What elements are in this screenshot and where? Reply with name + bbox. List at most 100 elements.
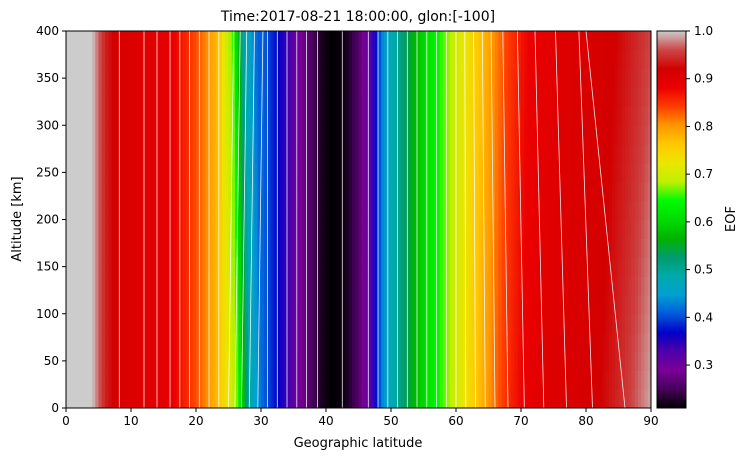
heatmap-cell xyxy=(355,106,360,126)
heatmap-cell xyxy=(563,125,568,145)
heatmap-cell xyxy=(537,125,542,145)
heatmap-cell xyxy=(443,389,447,408)
heatmap-cell xyxy=(410,162,415,183)
heatmap-cell xyxy=(140,257,145,277)
heatmap-cell xyxy=(335,31,340,51)
heatmap-cell xyxy=(420,257,425,277)
heatmap-cell xyxy=(413,351,418,371)
heatmap-cell xyxy=(296,106,301,126)
heatmap-cell xyxy=(576,125,581,145)
heatmap-cell xyxy=(114,313,119,334)
heatmap-cell xyxy=(498,162,503,183)
heatmap-cell xyxy=(514,332,519,353)
heatmap-cell xyxy=(66,181,70,202)
heatmap-cell xyxy=(638,106,642,126)
heatmap-cell xyxy=(446,332,451,353)
heatmap-cell xyxy=(157,31,161,51)
heatmap-cell xyxy=(114,294,119,315)
heatmap-cell xyxy=(121,181,126,202)
heatmap-cell xyxy=(267,351,272,371)
heatmap-cell xyxy=(553,313,558,334)
heatmap-cell xyxy=(98,219,103,239)
heatmap-cell xyxy=(641,31,646,51)
heatmap-cell xyxy=(316,181,321,202)
colorbar-tick-label: 0.8 xyxy=(694,119,713,133)
heatmap-cell xyxy=(394,276,399,296)
heatmap-cell xyxy=(157,257,161,277)
heatmap-cell xyxy=(504,49,509,70)
heatmap-cell xyxy=(563,276,568,296)
heatmap-cell xyxy=(521,200,525,221)
heatmap-cell xyxy=(566,68,571,89)
heatmap-cell xyxy=(550,351,555,371)
heatmap-cell xyxy=(322,294,327,315)
heatmap-cell xyxy=(72,313,77,334)
heatmap-cell xyxy=(170,238,174,258)
heatmap-cell xyxy=(621,31,626,51)
heatmap-cell xyxy=(280,87,285,107)
heatmap-cell xyxy=(381,162,386,183)
heatmap-cell xyxy=(365,257,369,277)
heatmap-cell xyxy=(391,389,395,408)
heatmap-cell xyxy=(170,313,174,334)
heatmap-cell xyxy=(137,31,142,51)
heatmap-cell xyxy=(608,181,613,202)
heatmap-cell xyxy=(452,370,457,390)
heatmap-cell xyxy=(384,31,389,51)
heatmap-cell xyxy=(462,313,467,334)
heatmap-cell xyxy=(196,389,200,408)
heatmap-cell xyxy=(430,68,434,89)
heatmap-cell xyxy=(108,276,113,296)
heatmap-cell xyxy=(316,389,321,408)
heatmap-cell xyxy=(111,181,116,202)
heatmap-cell xyxy=(108,219,113,239)
heatmap-cell xyxy=(251,351,256,371)
heatmap-cell xyxy=(215,238,220,258)
heatmap-cell xyxy=(287,68,291,89)
heatmap-cell xyxy=(166,351,171,371)
heatmap-cell xyxy=(79,31,83,51)
heatmap-cell xyxy=(501,370,506,390)
heatmap-cell xyxy=(599,370,603,390)
heatmap-cell xyxy=(472,238,477,258)
heatmap-cell xyxy=(407,162,412,183)
heatmap-cell xyxy=(134,49,139,70)
heatmap-cell xyxy=(534,257,538,277)
heatmap-cell xyxy=(407,87,412,107)
heatmap-cell xyxy=(105,313,109,334)
heatmap-cell xyxy=(127,294,132,315)
heatmap-cell xyxy=(313,219,317,239)
heatmap-cell xyxy=(293,238,298,258)
heatmap-cell xyxy=(118,257,122,277)
heatmap-cell xyxy=(456,370,460,390)
heatmap-cell xyxy=(602,49,607,70)
heatmap-cell xyxy=(391,162,395,183)
heatmap-cell xyxy=(124,351,129,371)
heatmap-cell xyxy=(101,68,106,89)
heatmap-cell xyxy=(469,219,473,239)
heatmap-cell xyxy=(452,162,457,183)
heatmap-cell xyxy=(287,351,291,371)
heatmap-cell xyxy=(475,332,480,353)
heatmap-cell xyxy=(514,87,519,107)
heatmap-cell xyxy=(465,389,470,408)
heatmap-cell xyxy=(426,351,431,371)
heatmap-cell xyxy=(222,106,226,126)
heatmap-cell xyxy=(306,370,311,390)
heatmap-cell xyxy=(378,49,382,70)
heatmap-cell xyxy=(647,162,651,183)
heatmap-cell xyxy=(469,313,473,334)
heatmap-cell xyxy=(615,313,620,334)
heatmap-cell xyxy=(579,31,584,51)
heatmap-cell xyxy=(183,238,187,258)
heatmap-cell xyxy=(556,370,561,390)
heatmap-cell xyxy=(430,49,434,70)
heatmap-cell xyxy=(602,106,607,126)
heatmap-cell xyxy=(618,68,623,89)
heatmap-cell xyxy=(582,31,587,51)
heatmap-cell xyxy=(459,162,464,183)
heatmap-cell xyxy=(589,144,594,164)
heatmap-cell xyxy=(586,332,590,353)
heatmap-cell xyxy=(144,144,148,164)
heatmap-cell xyxy=(391,49,395,70)
